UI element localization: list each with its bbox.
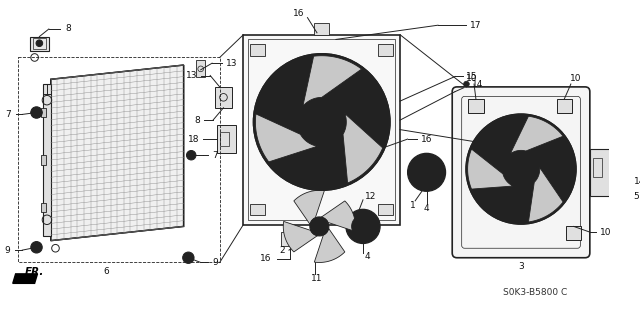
- Text: 16: 16: [260, 254, 272, 263]
- Text: 16: 16: [421, 135, 433, 144]
- Text: 7: 7: [5, 110, 11, 119]
- Bar: [243, 35, 400, 225]
- Bar: [41, 203, 46, 212]
- Text: FR.: FR.: [25, 267, 45, 277]
- Text: 5: 5: [634, 191, 639, 201]
- Polygon shape: [343, 114, 383, 183]
- Polygon shape: [284, 221, 317, 252]
- Text: 4: 4: [424, 204, 429, 213]
- Circle shape: [414, 160, 439, 185]
- Text: 10: 10: [570, 74, 581, 83]
- Text: 12: 12: [365, 191, 376, 201]
- Circle shape: [31, 107, 42, 118]
- Circle shape: [357, 221, 369, 232]
- Circle shape: [36, 40, 43, 47]
- Circle shape: [31, 241, 42, 253]
- Text: 10: 10: [600, 228, 612, 237]
- Text: 1: 1: [410, 201, 416, 210]
- Polygon shape: [314, 228, 345, 263]
- Circle shape: [408, 153, 445, 191]
- Bar: [593, 158, 602, 177]
- Text: 4: 4: [365, 252, 371, 261]
- Text: 13: 13: [186, 71, 198, 80]
- Bar: [314, 23, 330, 35]
- Text: 14: 14: [472, 79, 483, 89]
- Text: 8: 8: [65, 25, 71, 33]
- Text: 11: 11: [311, 274, 323, 283]
- Text: 17: 17: [470, 21, 482, 30]
- Text: 16: 16: [293, 9, 305, 18]
- Bar: [215, 87, 232, 108]
- Circle shape: [516, 164, 526, 174]
- Polygon shape: [303, 56, 362, 106]
- Text: 2: 2: [280, 246, 285, 255]
- Circle shape: [253, 54, 390, 190]
- Text: 9: 9: [4, 246, 10, 255]
- Text: 14: 14: [634, 177, 640, 186]
- Bar: [282, 232, 298, 246]
- Circle shape: [466, 114, 576, 224]
- Circle shape: [351, 215, 374, 238]
- Circle shape: [346, 209, 380, 243]
- Bar: [220, 132, 229, 146]
- Text: 10: 10: [467, 74, 478, 83]
- Polygon shape: [529, 167, 563, 222]
- Text: 6: 6: [103, 267, 109, 277]
- FancyBboxPatch shape: [452, 87, 590, 258]
- Bar: [378, 44, 394, 56]
- Text: 13: 13: [227, 59, 238, 68]
- Bar: [250, 204, 265, 215]
- Bar: [196, 60, 205, 78]
- Text: 8: 8: [194, 115, 200, 125]
- Circle shape: [315, 222, 324, 231]
- Polygon shape: [51, 65, 184, 241]
- Bar: [590, 149, 611, 196]
- Bar: [250, 44, 265, 56]
- Text: S0K3-B5800 C: S0K3-B5800 C: [502, 288, 567, 297]
- Bar: [43, 84, 51, 236]
- Polygon shape: [255, 114, 317, 162]
- Text: 9: 9: [212, 258, 218, 267]
- Circle shape: [512, 160, 530, 178]
- Text: 7: 7: [212, 151, 218, 160]
- Bar: [217, 125, 236, 153]
- Circle shape: [315, 115, 328, 129]
- Bar: [557, 99, 572, 113]
- Circle shape: [310, 217, 329, 236]
- Text: 15: 15: [465, 72, 477, 81]
- Bar: [41, 108, 46, 117]
- Polygon shape: [294, 190, 324, 225]
- Circle shape: [186, 151, 196, 160]
- Bar: [30, 37, 49, 51]
- Text: 3: 3: [518, 262, 524, 271]
- Bar: [33, 39, 46, 49]
- Bar: [41, 155, 46, 165]
- Bar: [378, 204, 394, 215]
- Bar: [248, 40, 396, 220]
- Circle shape: [298, 98, 346, 146]
- Circle shape: [309, 110, 334, 134]
- Bar: [566, 226, 581, 240]
- Circle shape: [612, 178, 620, 186]
- Circle shape: [503, 151, 539, 187]
- Polygon shape: [510, 116, 563, 154]
- Polygon shape: [321, 201, 355, 231]
- Polygon shape: [13, 274, 38, 283]
- Circle shape: [182, 252, 194, 263]
- Circle shape: [463, 81, 469, 87]
- Bar: [468, 99, 484, 113]
- Text: 18: 18: [188, 135, 200, 144]
- Polygon shape: [468, 149, 513, 189]
- Circle shape: [612, 159, 620, 167]
- Bar: [415, 165, 425, 180]
